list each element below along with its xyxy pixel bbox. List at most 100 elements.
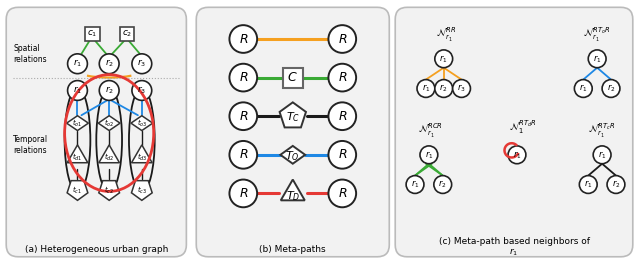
Polygon shape bbox=[280, 102, 306, 127]
Text: $r_1$: $r_1$ bbox=[411, 179, 419, 190]
Circle shape bbox=[435, 50, 452, 68]
Text: $r_2$: $r_2$ bbox=[104, 85, 114, 96]
Text: $r_2$: $r_2$ bbox=[440, 83, 448, 94]
Circle shape bbox=[452, 80, 470, 97]
Polygon shape bbox=[281, 180, 305, 200]
Polygon shape bbox=[67, 116, 88, 130]
Circle shape bbox=[229, 102, 257, 130]
Text: $t_{d3}$: $t_{d3}$ bbox=[136, 152, 147, 163]
Text: $R$: $R$ bbox=[239, 71, 248, 84]
Circle shape bbox=[229, 64, 257, 91]
Polygon shape bbox=[280, 146, 305, 164]
Circle shape bbox=[574, 80, 592, 97]
Text: $R$: $R$ bbox=[337, 32, 347, 46]
Text: $r_3$: $r_3$ bbox=[137, 85, 147, 96]
Text: $r_2$: $r_2$ bbox=[607, 83, 615, 94]
Text: $r_1$: $r_1$ bbox=[73, 58, 82, 70]
Text: $T_C$: $T_C$ bbox=[285, 110, 300, 124]
Text: $r_2$: $r_2$ bbox=[438, 179, 447, 190]
Circle shape bbox=[417, 80, 435, 97]
Text: $R$: $R$ bbox=[337, 187, 347, 200]
Circle shape bbox=[328, 102, 356, 130]
Text: $r_2$: $r_2$ bbox=[104, 58, 114, 70]
Polygon shape bbox=[131, 181, 152, 200]
Circle shape bbox=[99, 54, 119, 74]
Text: $r_1$: $r_1$ bbox=[73, 85, 82, 96]
Text: $\mathcal{N}_{r_1}^{RCR}$: $\mathcal{N}_{r_1}^{RCR}$ bbox=[419, 122, 444, 140]
Text: $r_1$: $r_1$ bbox=[422, 83, 430, 94]
Text: $C$: $C$ bbox=[287, 71, 298, 84]
Polygon shape bbox=[99, 181, 120, 200]
Text: $c_1$: $c_1$ bbox=[87, 29, 97, 39]
Text: (b) Meta-paths: (b) Meta-paths bbox=[259, 245, 326, 254]
Circle shape bbox=[420, 146, 438, 164]
Text: $r_3$: $r_3$ bbox=[457, 83, 466, 94]
Text: $r_2$: $r_2$ bbox=[612, 179, 620, 190]
Text: Spatial
relations: Spatial relations bbox=[13, 44, 47, 64]
Circle shape bbox=[434, 176, 452, 193]
Circle shape bbox=[132, 54, 152, 74]
Text: $\mathcal{N}_{1}^{RT_dR}$: $\mathcal{N}_{1}^{RT_dR}$ bbox=[509, 118, 537, 136]
Text: $\mathcal{N}_{r_1}^{RT_oR}$: $\mathcal{N}_{r_1}^{RT_oR}$ bbox=[584, 26, 611, 44]
Text: $r_1$: $r_1$ bbox=[598, 149, 606, 161]
Text: $r_1$: $r_1$ bbox=[440, 53, 448, 64]
Text: $r_1$: $r_1$ bbox=[579, 83, 588, 94]
Circle shape bbox=[132, 81, 152, 100]
Text: $t_{d1}$: $t_{d1}$ bbox=[72, 152, 83, 163]
Circle shape bbox=[229, 141, 257, 169]
Text: $r_3$: $r_3$ bbox=[137, 58, 147, 70]
Polygon shape bbox=[99, 145, 120, 163]
Bar bbox=[283, 68, 303, 88]
Circle shape bbox=[229, 25, 257, 53]
Text: Temporal
relations: Temporal relations bbox=[13, 135, 48, 155]
Text: $c_2$: $c_2$ bbox=[122, 29, 132, 39]
Text: $R$: $R$ bbox=[337, 148, 347, 161]
Text: $r_1$: $r_1$ bbox=[584, 179, 593, 190]
FancyBboxPatch shape bbox=[6, 7, 186, 257]
Circle shape bbox=[406, 176, 424, 193]
Circle shape bbox=[229, 180, 257, 207]
Circle shape bbox=[99, 81, 119, 100]
Text: $R$: $R$ bbox=[337, 110, 347, 123]
Text: $t_{o3}$: $t_{o3}$ bbox=[136, 118, 147, 129]
Polygon shape bbox=[99, 116, 120, 130]
Text: $T_O$: $T_O$ bbox=[285, 149, 300, 163]
Text: $r_1$: $r_1$ bbox=[424, 149, 433, 161]
Circle shape bbox=[593, 146, 611, 164]
Circle shape bbox=[68, 54, 88, 74]
Text: (a) Heterogeneous urban graph: (a) Heterogeneous urban graph bbox=[24, 245, 168, 254]
Polygon shape bbox=[131, 116, 153, 130]
Text: $t_{c1}$: $t_{c1}$ bbox=[72, 185, 83, 196]
Circle shape bbox=[328, 25, 356, 53]
Text: $R$: $R$ bbox=[239, 187, 248, 200]
Circle shape bbox=[579, 176, 597, 193]
Circle shape bbox=[607, 176, 625, 193]
Polygon shape bbox=[67, 181, 88, 200]
Bar bbox=[85, 27, 100, 41]
Circle shape bbox=[508, 146, 526, 164]
Text: $R$: $R$ bbox=[239, 110, 248, 123]
FancyBboxPatch shape bbox=[396, 7, 633, 257]
Text: $R$: $R$ bbox=[239, 148, 248, 161]
Text: $r_1$: $r_1$ bbox=[513, 149, 521, 161]
Text: $r_1$: $r_1$ bbox=[509, 246, 518, 257]
Text: $t_{o2}$: $t_{o2}$ bbox=[104, 118, 115, 129]
Polygon shape bbox=[132, 145, 152, 163]
Text: $R$: $R$ bbox=[239, 32, 248, 46]
Text: $\mathcal{N}_{r_1}^{RR}$: $\mathcal{N}_{r_1}^{RR}$ bbox=[436, 26, 456, 44]
Text: $T_D$: $T_D$ bbox=[285, 189, 300, 203]
Text: $t_{c3}$: $t_{c3}$ bbox=[137, 185, 147, 196]
Polygon shape bbox=[67, 145, 88, 163]
Text: $R$: $R$ bbox=[337, 71, 347, 84]
Circle shape bbox=[328, 141, 356, 169]
Circle shape bbox=[588, 50, 606, 68]
Circle shape bbox=[68, 81, 88, 100]
Circle shape bbox=[602, 80, 620, 97]
FancyBboxPatch shape bbox=[196, 7, 389, 257]
Text: $t_{d2}$: $t_{d2}$ bbox=[104, 152, 115, 163]
Text: $r_1$: $r_1$ bbox=[593, 53, 602, 64]
Text: $t_{c2}$: $t_{c2}$ bbox=[104, 185, 114, 196]
Text: $t_{o1}$: $t_{o1}$ bbox=[72, 118, 83, 129]
Circle shape bbox=[328, 64, 356, 91]
Circle shape bbox=[435, 80, 452, 97]
